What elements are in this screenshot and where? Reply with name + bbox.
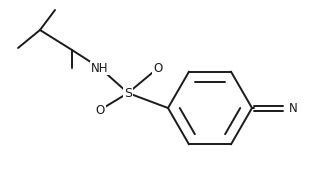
Text: S: S xyxy=(124,87,132,100)
Text: NH: NH xyxy=(91,62,109,75)
Text: O: O xyxy=(95,103,104,116)
Text: O: O xyxy=(153,62,163,75)
Text: N: N xyxy=(289,102,297,114)
